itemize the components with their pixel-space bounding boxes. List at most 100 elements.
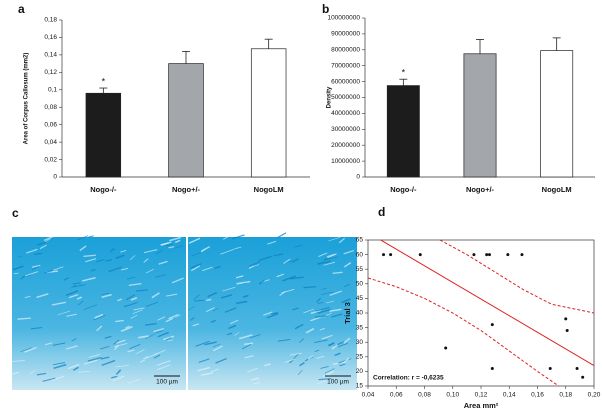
texture [129, 343, 141, 350]
texture [12, 359, 25, 362]
texture [338, 237, 346, 244]
texture [236, 300, 248, 305]
texture [101, 292, 111, 295]
texture [34, 252, 43, 256]
texture [294, 353, 300, 358]
texture [93, 314, 106, 321]
micrograph [12, 237, 186, 390]
texture [101, 359, 116, 366]
texture [299, 361, 305, 367]
texture [167, 339, 174, 342]
texture [226, 332, 233, 336]
y-tick-label: 30 [356, 339, 364, 346]
texture [127, 379, 141, 384]
y-tick-label: 40 [356, 310, 364, 317]
texture [12, 265, 24, 271]
texture [323, 257, 331, 261]
texture [229, 319, 239, 325]
texture [24, 346, 37, 353]
texture [258, 255, 272, 262]
point [548, 366, 552, 370]
texture [326, 370, 334, 376]
texture [20, 347, 32, 352]
texture [57, 310, 70, 316]
texture [238, 334, 253, 340]
texture [249, 264, 260, 269]
texture [321, 287, 327, 290]
texture [253, 382, 261, 385]
texture [214, 265, 221, 270]
texture [174, 239, 181, 244]
y-tick-label: 15 [356, 383, 364, 390]
texture [241, 343, 252, 350]
texture [332, 271, 343, 275]
y-tick-label: 60000000 [331, 78, 360, 85]
texture [234, 246, 242, 250]
scale-bar-label: 100 µm [156, 379, 178, 386]
texture [343, 249, 355, 255]
texture [155, 330, 164, 334]
texture [190, 316, 195, 321]
texture [318, 252, 328, 258]
bar [168, 63, 204, 178]
texture [113, 344, 120, 351]
texture [139, 359, 146, 363]
y-tick-label: 25 [356, 354, 364, 361]
texture [195, 340, 210, 347]
texture [317, 302, 324, 304]
texture [72, 282, 81, 285]
texture [115, 319, 124, 323]
point [487, 253, 491, 257]
scale-bar-label: 100 µm [327, 379, 349, 386]
texture [24, 271, 39, 277]
texture [72, 366, 79, 371]
y-tick-label: 20000000 [331, 142, 360, 149]
texture [290, 276, 304, 280]
texture [25, 248, 38, 254]
y-tick-label: 55 [356, 266, 364, 273]
panel-label: c [12, 206, 19, 220]
texture [42, 377, 56, 382]
texture [77, 300, 84, 306]
texture [104, 335, 112, 339]
x-tick-label: 0,12 [475, 392, 488, 399]
x-tick-label: 0,06 [390, 392, 403, 399]
texture [243, 342, 254, 346]
texture [115, 369, 122, 375]
texture [67, 363, 80, 370]
point [564, 317, 568, 321]
point [506, 253, 510, 257]
y-tick-label: 0,16 [44, 34, 57, 41]
y-tick-label: 35 [356, 324, 364, 331]
texture [242, 294, 249, 299]
texture [316, 297, 322, 303]
texture [50, 375, 65, 381]
texture [100, 356, 110, 360]
texture [145, 322, 157, 326]
texture [65, 345, 78, 350]
texture [294, 323, 304, 330]
texture [79, 245, 87, 252]
texture [94, 313, 104, 319]
panel-label: b [322, 2, 329, 16]
texture [13, 272, 19, 275]
texture [65, 290, 79, 296]
texture [160, 241, 172, 246]
texture [36, 293, 49, 299]
texture [36, 372, 47, 376]
texture [328, 237, 341, 242]
texture [207, 292, 218, 298]
y-axis-title: Trial 3 [343, 302, 352, 324]
texture [282, 275, 296, 282]
texture [234, 332, 240, 336]
x-tick-label: 0,04 [362, 392, 375, 399]
texture [117, 298, 123, 302]
texture [31, 266, 40, 271]
texture [120, 250, 127, 253]
texture [90, 269, 96, 272]
texture [204, 341, 217, 346]
texture [135, 349, 145, 355]
texture [324, 368, 335, 374]
texture [44, 269, 54, 274]
texture [151, 292, 160, 299]
